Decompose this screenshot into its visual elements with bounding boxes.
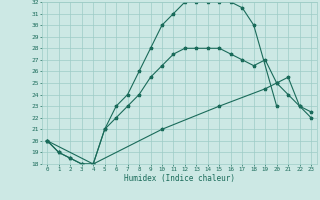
X-axis label: Humidex (Indice chaleur): Humidex (Indice chaleur) bbox=[124, 174, 235, 183]
